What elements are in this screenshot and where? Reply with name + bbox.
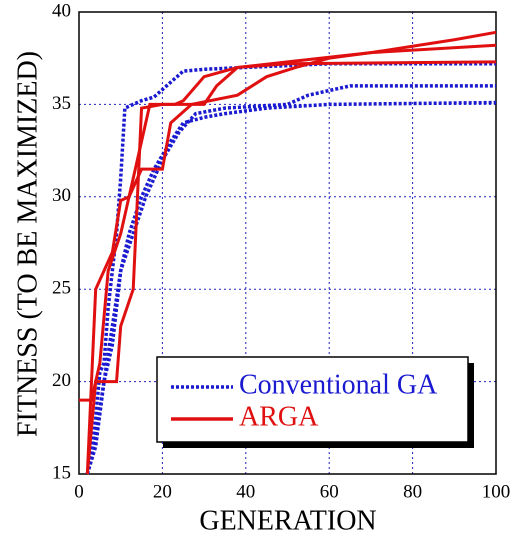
x-tick-label: 40 bbox=[236, 481, 255, 502]
x-tick-label: 20 bbox=[153, 481, 172, 502]
y-tick-label: 20 bbox=[52, 370, 71, 391]
x-tick-label: 60 bbox=[320, 481, 339, 502]
y-tick-label: 15 bbox=[52, 462, 71, 483]
series-line bbox=[85, 61, 496, 475]
x-tick-label: 100 bbox=[482, 481, 511, 502]
y-axis-label: FITNESS (TO BE MAXIMIZED) bbox=[12, 51, 43, 437]
legend-label: Conventional GA bbox=[239, 369, 438, 400]
series-line bbox=[85, 60, 497, 475]
plot-frame bbox=[78, 11, 497, 475]
x-tick-label: 80 bbox=[403, 481, 422, 502]
legend-label: ARGA bbox=[239, 401, 319, 432]
y-tick-label: 40 bbox=[52, 0, 71, 21]
y-tick-label: 25 bbox=[52, 278, 71, 299]
y-tick-label: 35 bbox=[52, 93, 71, 114]
legend-box bbox=[156, 356, 469, 443]
x-axis-label: GENERATION bbox=[199, 505, 376, 536]
series-line bbox=[85, 100, 497, 475]
y-tick-label: 30 bbox=[52, 185, 71, 206]
x-tick-label: 0 bbox=[74, 481, 84, 502]
